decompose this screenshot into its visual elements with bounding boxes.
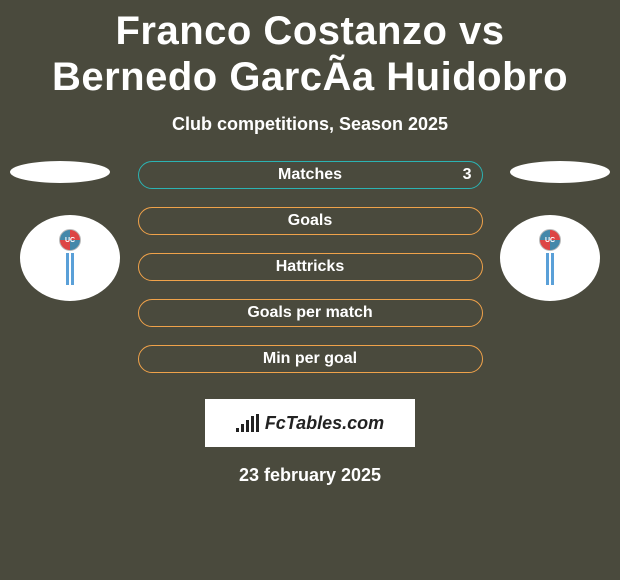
bars-icon [236,414,259,432]
stat-value-left [139,346,159,372]
stat-value-right [462,346,482,372]
club-crest-icon: UC [53,229,87,287]
club-crest-icon: UC [533,229,567,287]
stat-row: Matches 3 [138,161,483,189]
stats-list: Matches 3 Goals Hattricks Goals per match Min… [138,161,483,373]
player-left-oval [10,161,110,183]
player-right-oval [510,161,610,183]
stat-value-right [462,208,482,234]
stat-row: Goals [138,207,483,235]
fctables-brand-badge: FcTables.com [205,399,415,447]
stat-label: Hattricks [276,259,344,275]
content-area: UC UC Matches 3 Goals Hattricks Goals per ma… [0,161,620,373]
date-label: 23 february 2025 [0,465,620,486]
stat-value-right: 3 [453,162,482,188]
stat-value-left [139,300,159,326]
stat-value-right [462,254,482,280]
stat-label: Goals [288,213,332,229]
player-right-club-badge: UC [500,215,600,301]
stat-row: Min per goal [138,345,483,373]
stat-value-right [462,300,482,326]
stat-label: Min per goal [263,351,357,367]
stat-value-left [139,162,159,188]
stat-value-left [139,254,159,280]
page-title: Franco Costanzo vs Bernedo GarcÃ­a Huido… [0,0,620,110]
stat-label: Matches [278,167,342,183]
stat-row: Goals per match [138,299,483,327]
comparison-infographic: Franco Costanzo vs Bernedo GarcÃ­a Huido… [0,0,620,580]
stat-row: Hattricks [138,253,483,281]
player-left-club-badge: UC [20,215,120,301]
page-subtitle: Club competitions, Season 2025 [0,114,620,135]
stat-value-left [139,208,159,234]
stat-label: Goals per match [247,305,372,321]
brand-label: FcTables.com [265,413,384,434]
